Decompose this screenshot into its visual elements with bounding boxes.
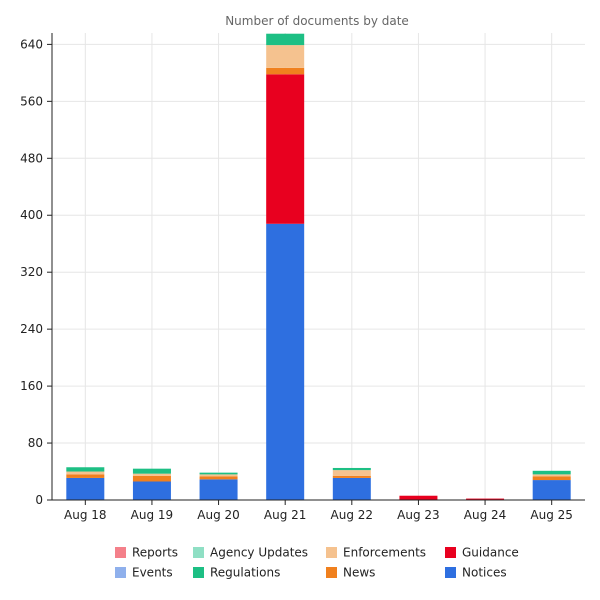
legend-item: Notices <box>445 566 507 580</box>
y-tick-label: 0 <box>35 493 43 507</box>
legend-label: Enforcements <box>343 546 426 560</box>
bar-segment <box>132 468 171 474</box>
legend-swatch <box>326 567 337 578</box>
y-tick-labels: 0 80 160 240 320 400 480 560 640 <box>20 37 43 507</box>
bar-segment <box>532 476 571 481</box>
bar-segment <box>199 479 238 500</box>
bar-segment <box>332 475 371 478</box>
bar-segment <box>532 470 571 475</box>
bar-segment <box>266 33 305 46</box>
bar-segment <box>199 472 238 475</box>
legend-swatch <box>115 567 126 578</box>
legend: Reports Agency Updates Enforcements Guidanc… <box>115 546 519 580</box>
bar-segment <box>266 67 305 75</box>
bar-segment <box>532 474 571 477</box>
y-tick-label: 80 <box>28 436 43 450</box>
x-tick-label: Aug 25 <box>530 508 573 522</box>
legend-item: Regulations <box>193 566 280 580</box>
bar-segment <box>399 495 438 500</box>
y-tick-label: 240 <box>20 322 43 336</box>
bar-segment <box>266 45 305 68</box>
bar-segment <box>66 477 105 500</box>
legend-label: News <box>343 566 375 580</box>
bar-segment <box>199 476 238 480</box>
legend-swatch <box>445 567 456 578</box>
bar-segment <box>532 480 571 500</box>
legend-item: Enforcements <box>326 546 426 560</box>
bar-segment <box>66 467 105 472</box>
chart-title: Number of documents by date <box>225 14 409 28</box>
legend-label: Reports <box>132 546 178 560</box>
x-tick-label: Aug 21 <box>264 508 307 522</box>
bar-segment <box>266 223 305 500</box>
x-tick-label: Aug 22 <box>331 508 374 522</box>
bar-segment <box>466 498 505 500</box>
y-tick-label: 160 <box>20 379 43 393</box>
bar-segment <box>66 471 105 475</box>
legend-label: Events <box>132 566 173 580</box>
y-tick-label: 480 <box>20 151 43 165</box>
bar-segment <box>132 481 171 500</box>
legend-swatch <box>445 547 456 558</box>
legend-swatch <box>115 547 126 558</box>
bars-layer <box>66 33 571 500</box>
legend-label: Regulations <box>210 566 280 580</box>
legend-swatch <box>326 547 337 558</box>
legend-label: Notices <box>462 566 507 580</box>
bar-segment <box>132 473 171 476</box>
bar-segment <box>332 467 371 471</box>
legend-item: Events <box>115 566 173 580</box>
y-tick-label: 400 <box>20 208 43 222</box>
bar-segment <box>199 474 238 477</box>
bar-segment <box>332 470 371 476</box>
x-tick-label: Aug 18 <box>64 508 107 522</box>
legend-item: Agency Updates <box>193 546 308 560</box>
legend-item: Reports <box>115 546 178 560</box>
x-tick-label: Aug 19 <box>131 508 174 522</box>
x-tick-label: Aug 23 <box>397 508 440 522</box>
y-tick-label: 560 <box>20 94 43 108</box>
legend-swatch <box>193 547 204 558</box>
bar-segment <box>199 472 238 473</box>
legend-label: Agency Updates <box>210 546 308 560</box>
axes <box>47 33 585 505</box>
x-tick-label: Aug 20 <box>197 508 240 522</box>
bar-segment <box>266 74 305 224</box>
y-tick-label: 640 <box>20 37 43 51</box>
bar-segment <box>132 475 171 482</box>
bar-segment <box>332 477 371 500</box>
legend-swatch <box>193 567 204 578</box>
grid-lines <box>52 33 585 500</box>
legend-item: Guidance <box>445 546 519 560</box>
x-tick-labels: Aug 18 Aug 19 Aug 20 Aug 21 Aug 22 Aug 23 Aug … <box>64 508 573 522</box>
x-tick-label: Aug 24 <box>464 508 507 522</box>
legend-label: Guidance <box>462 546 519 560</box>
y-tick-label: 320 <box>20 265 43 279</box>
legend-item: News <box>326 566 375 580</box>
bar-segment <box>66 474 105 478</box>
